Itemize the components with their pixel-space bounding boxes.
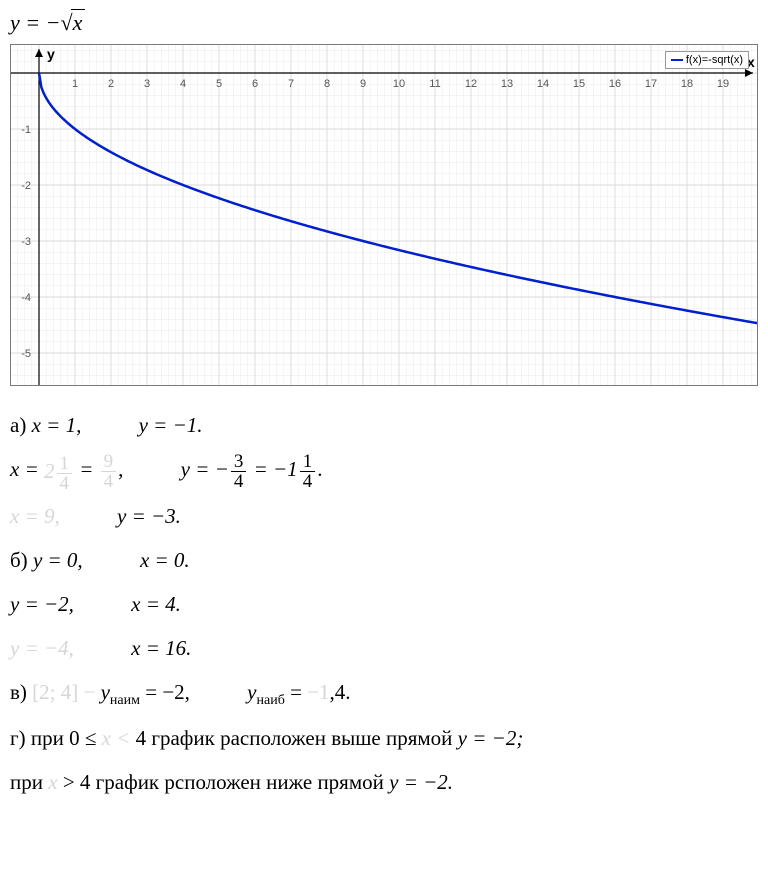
a3-lhs: x = 9, [10, 504, 60, 528]
d2-pre: при [10, 770, 48, 794]
d1-pre: при 0 ≤ [31, 726, 102, 750]
title-lhs: y [10, 10, 20, 35]
chart-svg: 12345678910111213141516171819-1-2-3-4-5x… [11, 45, 757, 385]
svg-text:11: 11 [429, 78, 440, 90]
answer-d1: г) при 0 ≤ x < 4 график расположен выше … [10, 717, 758, 759]
b-label: б) [10, 548, 28, 572]
title-neg: − [46, 10, 61, 35]
d1-mid: 4 график расположен выше прямой [130, 726, 457, 750]
d1-eq: y = −2; [458, 726, 524, 750]
title-eq: = [25, 10, 40, 35]
legend-line-icon [671, 59, 683, 61]
c-ymax-val: = −1,4. [285, 680, 351, 704]
c-ymax-sub: наиб [257, 693, 285, 708]
svg-text:15: 15 [573, 78, 585, 90]
c-ymin-sym: y [101, 680, 110, 704]
svg-text:3: 3 [144, 78, 150, 90]
svg-text:10: 10 [393, 78, 405, 90]
svg-text:9: 9 [360, 78, 366, 90]
a2-y-frac: 34 [231, 452, 247, 491]
b1-lhs: y = 0, [33, 548, 83, 572]
d2-x: x [48, 770, 57, 794]
a1-rhs: y = −1. [139, 413, 203, 437]
b1-rhs: x = 0. [140, 548, 190, 572]
chart-legend: f(x)=-sqrt(x) [665, 51, 749, 69]
svg-text:7: 7 [288, 78, 294, 90]
a2-y-dot: . [317, 457, 322, 481]
a2-x-pre: x = [10, 457, 44, 481]
answer-b1: б) y = 0, x = 0. [10, 539, 758, 581]
svg-text:4: 4 [180, 78, 186, 90]
d1-x: x < [102, 726, 131, 750]
answer-a3: x = 9, y = −3. [10, 495, 758, 537]
svg-text:-5: -5 [21, 348, 31, 360]
a2-y-pre: y = − [181, 457, 229, 481]
a2-x-comma: , [118, 457, 123, 481]
answer-b3: y = −4, x = 16. [10, 627, 758, 669]
a2-x-frac2: 94 [101, 452, 117, 491]
svg-text:y: y [47, 46, 55, 62]
svg-text:1: 1 [72, 78, 78, 90]
svg-text:-1: -1 [21, 124, 31, 136]
svg-text:12: 12 [465, 78, 477, 90]
c-ymin-val: = −2, [140, 680, 190, 704]
answer-b2: y = −2, x = 4. [10, 583, 758, 625]
svg-text:-4: -4 [21, 292, 31, 304]
d-label: г) [10, 726, 26, 750]
svg-text:14: 14 [537, 78, 549, 90]
c-interval: [2; 4] − [32, 680, 100, 704]
b2-lhs: y = −2, [10, 592, 74, 616]
b3-rhs: x = 16. [131, 636, 191, 660]
c-ymax-sym: y [247, 680, 256, 704]
a2-x-eq: = [74, 457, 99, 481]
c-label: в) [10, 680, 27, 704]
answers-block: а) x = 1, y = −1. x = 214 = 94, y = −34 … [10, 404, 758, 803]
b2-rhs: x = 4. [131, 592, 181, 616]
a2-y-eq: = −1 [248, 457, 297, 481]
c-ymin-sub: наим [110, 693, 140, 708]
d2-eq: y = −2. [389, 770, 453, 794]
svg-text:8: 8 [324, 78, 330, 90]
a1-lhs: x = 1, [32, 413, 82, 437]
answer-c: в) [2; 4] − yнаим = −2, yнаиб = −1,4. [10, 671, 758, 715]
svg-text:6: 6 [252, 78, 258, 90]
a3-rhs: y = −3. [117, 504, 181, 528]
answer-d2: при x > 4 график рсположен ниже прямой y… [10, 761, 758, 803]
chart-plot: 12345678910111213141516171819-1-2-3-4-5x… [10, 44, 758, 386]
b3-lhs: y = −4, [10, 636, 74, 660]
d2-mid: > 4 график рсположен ниже прямой [58, 770, 390, 794]
svg-text:-2: -2 [21, 180, 31, 192]
answer-a1: а) x = 1, y = −1. [10, 404, 758, 446]
legend-label: f(x)=-sqrt(x) [686, 54, 743, 66]
a2-x-mixed: 214 [44, 450, 74, 493]
sqrt-symbol: √x [60, 10, 85, 36]
answer-a2: x = 214 = 94, y = −34 = −114. [10, 448, 758, 493]
svg-text:2: 2 [108, 78, 114, 90]
svg-text:16: 16 [609, 78, 621, 90]
svg-text:-3: -3 [21, 236, 31, 248]
a2-y-mixed: 14 [300, 452, 316, 491]
svg-text:18: 18 [681, 78, 693, 90]
a-label: а) [10, 413, 26, 437]
title-radicand: x [71, 9, 86, 35]
svg-text:5: 5 [216, 78, 222, 90]
page-title: y = −√x [10, 10, 758, 36]
svg-text:17: 17 [645, 78, 657, 90]
svg-text:13: 13 [501, 78, 513, 90]
svg-text:19: 19 [717, 78, 729, 90]
